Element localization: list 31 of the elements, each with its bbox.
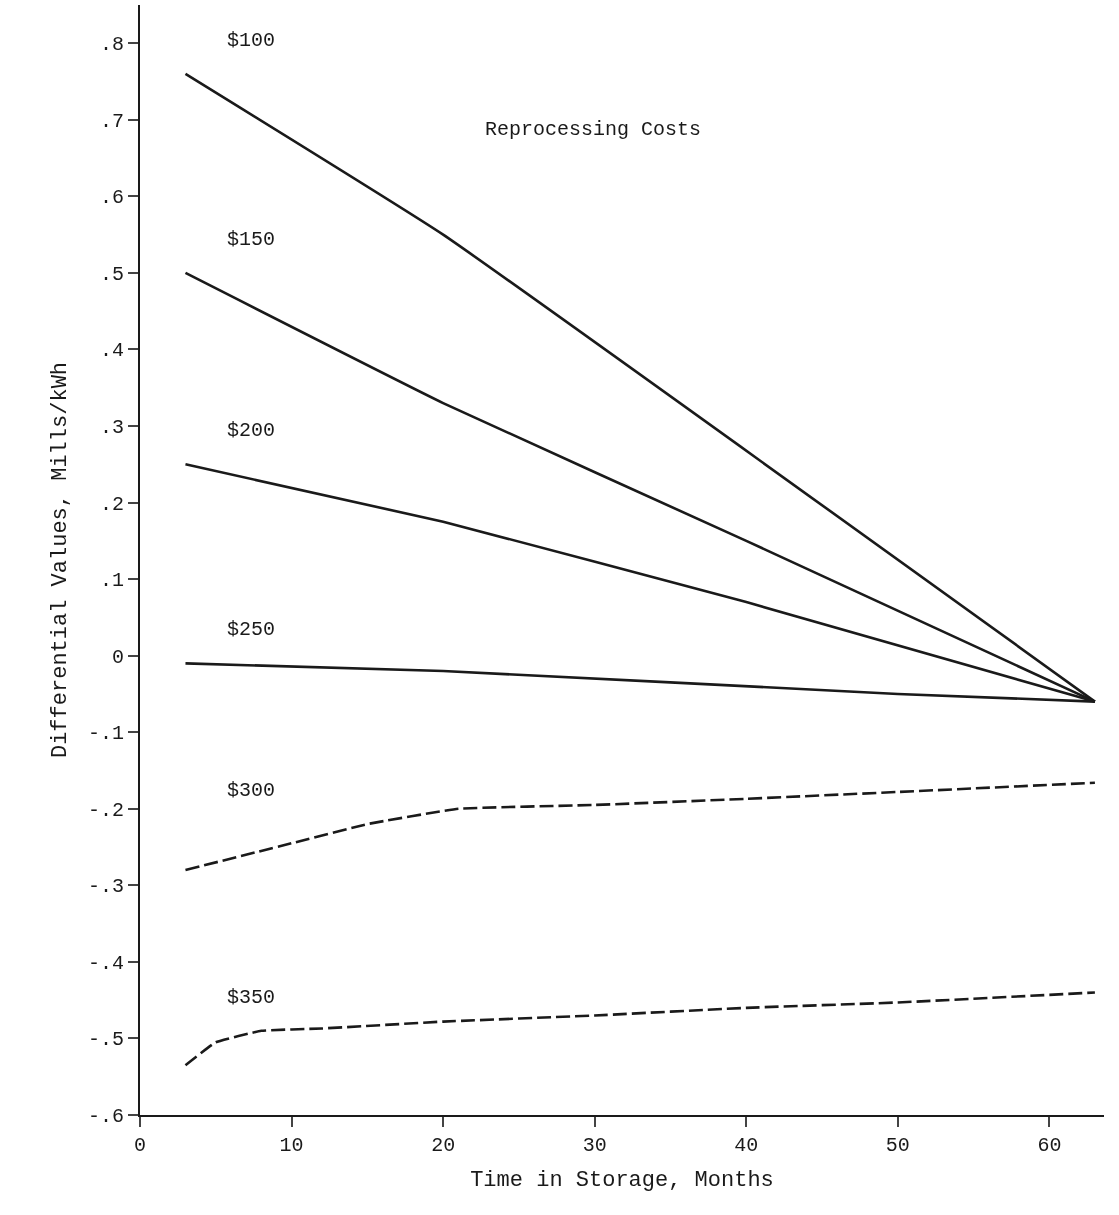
x-tick-label: 10 [279, 1134, 304, 1157]
x-axis-title: Time in Storage, Months [470, 1168, 774, 1194]
y-tick-label: .7 [99, 109, 124, 133]
y-tick-label: -.3 [87, 875, 124, 899]
x-tick-label: 0 [133, 1134, 147, 1157]
series-label: $200 [227, 419, 276, 442]
annotation: Reprocessing Costs [485, 118, 702, 141]
y-tick-label: -.1 [87, 722, 124, 746]
x-tick-label: 60 [1037, 1134, 1062, 1157]
y-axis-title: Differential Values, Mills/kWh [48, 361, 74, 759]
x-tick-label: 40 [734, 1134, 759, 1157]
text: $100 [227, 29, 276, 52]
x-tick-label: 50 [885, 1134, 910, 1157]
x-tick-label: 20 [431, 1134, 456, 1157]
y-tick-label: -.6 [87, 1105, 124, 1128]
series-label: $150 [227, 228, 276, 251]
x-tick-label: 30 [582, 1134, 607, 1157]
y-tick-label: .8 [99, 33, 124, 57]
y-tick-label: 0 [111, 645, 124, 669]
y-tick-label: -.2 [87, 798, 124, 822]
series-label: $250 [227, 618, 276, 641]
y-tick-label: -.4 [87, 951, 124, 975]
y-tick-label: .4 [99, 339, 124, 363]
y-tick-label: .1 [99, 569, 124, 593]
y-tick-label: .6 [99, 186, 124, 210]
text: $300 [227, 779, 276, 802]
y-tick-label: .3 [99, 416, 124, 440]
series-label: $350 [227, 986, 276, 1009]
y-tick-label: .5 [99, 262, 124, 286]
y-tick-label: -.5 [87, 1028, 124, 1052]
y-tick-label: .2 [99, 492, 124, 516]
